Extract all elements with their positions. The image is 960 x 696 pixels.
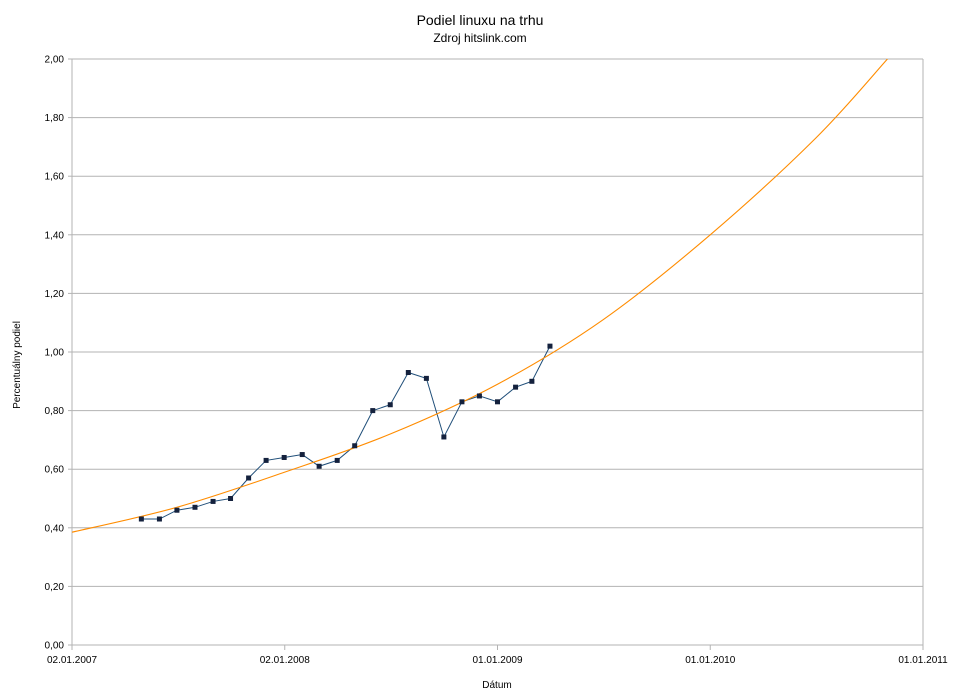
- data-point: [299, 452, 305, 458]
- x-axis-label: Dátum: [482, 680, 511, 691]
- data-point: [476, 393, 482, 399]
- y-tick-label: 1,60: [45, 172, 65, 183]
- data-point: [316, 463, 322, 469]
- data-point: [228, 496, 234, 501]
- data-point: [334, 457, 340, 463]
- y-axis-label: Percentuálny podiel: [12, 321, 23, 409]
- x-tick-label: 02.01.2007: [47, 655, 97, 666]
- data-point: [370, 408, 376, 414]
- y-tick-label: 0,40: [45, 523, 65, 534]
- y-tick-label: 0,60: [45, 465, 65, 476]
- data-series-line: [141, 345, 551, 520]
- chart-subtitle: Zdroj hitslink.com: [433, 31, 527, 45]
- y-tick-label: 2,00: [45, 55, 65, 66]
- x-tick-label: 01.01.2011: [898, 655, 948, 666]
- data-point: [459, 399, 465, 405]
- axes: [68, 58, 924, 650]
- data-point: [174, 507, 180, 513]
- data-point: [387, 402, 393, 408]
- data-point: [423, 375, 429, 381]
- data-point: [210, 498, 216, 504]
- x-tick-label: 01.01.2010: [685, 655, 735, 666]
- data-point: [513, 384, 519, 390]
- y-tick-label: 0,80: [45, 406, 65, 417]
- y-tick-label: 1,40: [45, 230, 65, 241]
- data-point: [352, 443, 358, 449]
- data-point: [441, 434, 447, 440]
- data-point: [495, 399, 500, 405]
- data-point: [547, 343, 553, 349]
- series-lines: [72, 59, 888, 533]
- data-point: [281, 454, 287, 460]
- gridlines: [72, 58, 923, 646]
- y-tick-label: 1,00: [45, 348, 65, 359]
- data-point: [529, 378, 535, 384]
- x-tick-label: 02.01.2008: [260, 655, 310, 666]
- y-tick-label: 1,20: [45, 289, 65, 300]
- chart-title: Podiel linuxu na trhu: [416, 12, 544, 28]
- y-tick-label: 0,20: [45, 582, 65, 593]
- y-tick-label: 1,80: [45, 113, 65, 124]
- x-tick-label: 01.01.2009: [472, 655, 522, 666]
- data-point: [156, 516, 162, 522]
- data-markers: [138, 343, 553, 522]
- data-point: [192, 504, 198, 510]
- tick-labels: 0,00 0,20 0,40 0,60 0,80 1,00 1,20 1,40 1,60 1,80…: [45, 55, 949, 667]
- trend-line: [72, 59, 888, 533]
- data-point: [138, 516, 144, 522]
- data-point: [246, 475, 252, 481]
- y-tick-label: 0,00: [45, 641, 65, 652]
- data-point: [405, 370, 411, 376]
- data-point: [263, 457, 269, 463]
